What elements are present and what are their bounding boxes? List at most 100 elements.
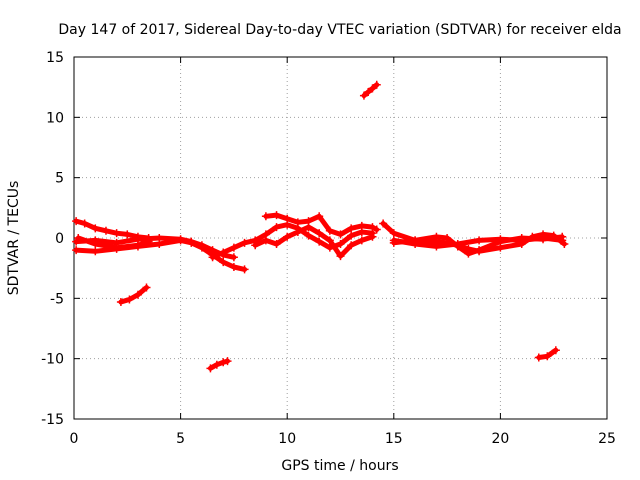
data-point — [347, 224, 356, 233]
data-point — [475, 246, 484, 255]
y-tick-label: -10 — [41, 352, 64, 368]
data-point — [534, 353, 543, 362]
data-point — [453, 242, 462, 251]
data-point — [558, 232, 567, 241]
data-point — [187, 237, 196, 246]
data-point — [336, 252, 345, 261]
x-tick-label: 25 — [598, 431, 616, 447]
y-tick-label: -15 — [41, 412, 64, 428]
x-tick-label: 5 — [176, 431, 185, 447]
data-point — [364, 87, 373, 96]
series-track-m-markers — [389, 232, 567, 258]
data-point — [91, 224, 100, 233]
data-point — [197, 241, 206, 250]
data-point — [272, 211, 281, 220]
data-point — [272, 240, 281, 249]
data-point — [543, 352, 552, 361]
data-point — [219, 358, 228, 367]
data-point — [379, 219, 388, 228]
data-point — [315, 229, 324, 238]
data-point — [368, 232, 377, 241]
y-tick-label: 5 — [55, 171, 64, 187]
series-track-e — [118, 285, 149, 305]
data-point — [443, 234, 452, 242]
series-track-j — [361, 82, 380, 99]
data-point — [372, 225, 381, 234]
data-point — [315, 237, 324, 246]
data-point — [123, 230, 132, 239]
data-point — [240, 238, 249, 247]
data-point — [72, 217, 81, 226]
chart-title: Day 147 of 2017, Sidereal Day-to-day VTE… — [58, 22, 621, 38]
data-point — [432, 242, 441, 251]
data-point — [72, 246, 81, 255]
data-point — [240, 265, 249, 274]
data-point — [112, 229, 121, 238]
data-point — [116, 297, 125, 306]
data-point — [325, 236, 334, 245]
data-point — [206, 364, 215, 373]
series-track-g — [210, 222, 375, 260]
data-point — [229, 243, 238, 252]
series-track-j-markers — [359, 80, 381, 100]
data-point — [80, 219, 89, 228]
x-tick-label: 20 — [491, 431, 509, 447]
x-tick-label: 10 — [278, 431, 296, 447]
data-point — [293, 218, 302, 227]
data-point — [112, 243, 121, 252]
data-point — [372, 80, 381, 89]
series-track-d-markers — [74, 234, 153, 252]
data-point — [272, 223, 281, 232]
data-point — [539, 235, 548, 244]
data-point — [464, 249, 473, 258]
data-point — [347, 241, 356, 250]
data-point — [357, 236, 366, 245]
data-point — [261, 236, 270, 245]
data-point — [315, 212, 324, 221]
data-point — [261, 212, 270, 221]
data-point — [325, 226, 334, 235]
data-point — [176, 235, 185, 244]
data-point — [389, 238, 398, 247]
data-point — [91, 240, 100, 249]
data-point — [475, 236, 484, 245]
x-tick-label: 0 — [70, 431, 79, 447]
data-point — [336, 230, 345, 239]
data-point — [496, 237, 505, 246]
data-point — [229, 262, 238, 271]
data-point — [74, 234, 83, 242]
data-point — [336, 240, 345, 249]
data-point — [125, 295, 134, 304]
data-point — [551, 346, 560, 355]
y-axis-label: SDTVAR / TECUs — [6, 181, 22, 296]
data-point — [142, 283, 151, 292]
data-point — [212, 360, 221, 369]
data-point — [293, 227, 302, 236]
y-axis: -15 -10 -5 0 5 10 15 — [41, 50, 607, 428]
y-tick-label: 15 — [46, 50, 64, 66]
data-point — [155, 234, 164, 242]
data-point — [389, 229, 398, 238]
data-point — [368, 84, 377, 93]
data-point — [283, 232, 292, 241]
series-track-f-markers — [206, 357, 232, 373]
data-point — [219, 258, 228, 267]
data-point — [223, 357, 232, 366]
data-point — [357, 221, 366, 230]
data-point — [411, 236, 420, 245]
data-series — [72, 80, 569, 373]
data-point — [133, 290, 142, 299]
data-point — [517, 234, 526, 242]
series-track-e-markers — [116, 283, 151, 306]
data-point — [229, 253, 238, 262]
y-tick-label: 10 — [46, 110, 64, 126]
data-point — [208, 253, 217, 262]
data-point — [91, 247, 100, 256]
series-track-n-markers — [534, 346, 560, 362]
data-point — [304, 223, 313, 232]
data-point — [283, 214, 292, 223]
data-point — [251, 241, 260, 250]
x-axis-label: GPS time / hours — [281, 458, 398, 474]
data-point — [432, 232, 441, 241]
data-point — [133, 241, 142, 250]
